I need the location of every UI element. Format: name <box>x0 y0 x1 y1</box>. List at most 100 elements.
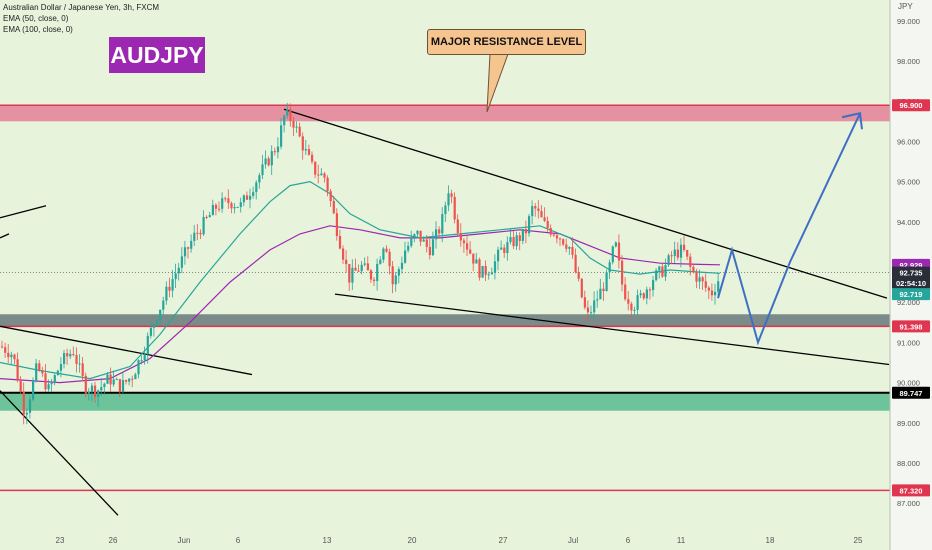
price-label-text: 87.320 <box>900 486 923 495</box>
candle-body <box>366 263 369 271</box>
candle-body <box>636 295 639 310</box>
price-label-bg <box>892 99 930 112</box>
x-tick-label: 6 <box>236 536 241 545</box>
projection-arrowhead <box>841 112 863 130</box>
ema100-legend[interactable]: EMA (100, close, 0) <box>3 25 73 34</box>
candles-layer <box>1 102 720 425</box>
candle-body <box>22 391 25 415</box>
candle-body <box>388 251 391 267</box>
x-tick-label: Jul <box>568 536 578 545</box>
projection-path[interactable] <box>717 112 861 346</box>
candle-body <box>177 267 180 274</box>
candle-body <box>214 204 218 209</box>
y-tick-label: 98.000 <box>897 57 920 66</box>
x-tick-label: 6 <box>626 536 631 545</box>
candle-body <box>562 239 565 245</box>
candle-body <box>590 312 593 314</box>
trendline-3[interactable] <box>0 390 119 516</box>
candle-body <box>497 249 500 262</box>
candle-body <box>701 277 704 282</box>
candle-body <box>63 353 66 364</box>
candle-body <box>329 191 332 201</box>
y-tick-label: 96.000 <box>897 137 920 146</box>
candle-body <box>258 175 261 183</box>
candle-body <box>50 383 53 385</box>
trendline-2[interactable] <box>0 325 253 376</box>
candle-body <box>227 198 230 204</box>
candle-body <box>255 182 258 193</box>
candle-body <box>490 272 493 275</box>
candle-body <box>447 193 450 206</box>
candle-body <box>661 266 664 277</box>
x-tick-label: 26 <box>109 536 118 545</box>
y-tick-label: 92.000 <box>897 298 920 307</box>
candle-body <box>1 346 4 348</box>
candle-body <box>87 391 90 394</box>
candle-body <box>524 229 528 234</box>
candle-body <box>655 270 658 281</box>
price-label-bg <box>892 320 930 333</box>
candle-body <box>621 260 624 285</box>
candle-body <box>165 286 168 301</box>
candle-body <box>593 300 596 313</box>
candle-body <box>627 299 630 304</box>
candle-body <box>249 195 252 200</box>
price-label-bg <box>892 276 930 289</box>
candle-body <box>416 230 419 235</box>
candle-body <box>462 240 466 244</box>
candle-body <box>121 380 125 392</box>
candle-body <box>267 158 270 166</box>
candle-body <box>574 254 577 273</box>
candle-body <box>379 259 382 264</box>
price-label-text: 89.747 <box>900 389 923 398</box>
candle-body <box>608 262 611 273</box>
candle-body <box>543 217 546 221</box>
candle-body <box>140 360 143 362</box>
trendline-5[interactable] <box>0 233 10 239</box>
candle-body <box>683 244 686 250</box>
candle-body <box>301 136 304 151</box>
candle-body <box>242 195 245 203</box>
x-tick-label: 20 <box>408 536 417 545</box>
candle-body <box>109 374 112 385</box>
y-tick-label: 87.000 <box>897 499 920 508</box>
price-label-text: 91.398 <box>900 322 923 331</box>
candle-body <box>292 120 295 128</box>
x-tick-label: 11 <box>677 536 686 545</box>
ema50-legend[interactable]: EMA (50, close, 0) <box>3 14 69 23</box>
trendline-4[interactable] <box>0 205 47 219</box>
candle-body <box>149 327 152 336</box>
candle-body <box>695 271 698 282</box>
candle-body <box>338 236 342 249</box>
y-tick-label: 95.000 <box>897 178 920 187</box>
trendline-1[interactable] <box>334 293 890 366</box>
candle-body <box>633 309 636 311</box>
candle-body <box>360 264 363 272</box>
candle-body <box>658 266 661 271</box>
candle-body <box>230 203 233 209</box>
candle-body <box>441 214 444 234</box>
candle-body <box>152 324 156 328</box>
candle-body <box>500 247 503 250</box>
candle-body <box>363 263 366 265</box>
candle-body <box>162 300 165 310</box>
candle-body <box>270 151 273 166</box>
candle-body <box>382 248 385 260</box>
candle-body <box>521 229 524 241</box>
candle-body <box>168 286 171 291</box>
candle-body <box>425 239 428 247</box>
candle-body <box>394 275 397 285</box>
candle-body <box>493 261 497 273</box>
candle-body <box>568 246 571 249</box>
trendline-0[interactable] <box>283 108 888 299</box>
candle-body <box>549 227 552 235</box>
candle-body <box>332 200 335 214</box>
candle-body <box>335 213 338 237</box>
candle-body <box>453 196 456 220</box>
candle-body <box>19 380 22 392</box>
candle-body <box>326 177 329 192</box>
candle-body <box>686 249 689 257</box>
candle-body <box>307 149 311 155</box>
